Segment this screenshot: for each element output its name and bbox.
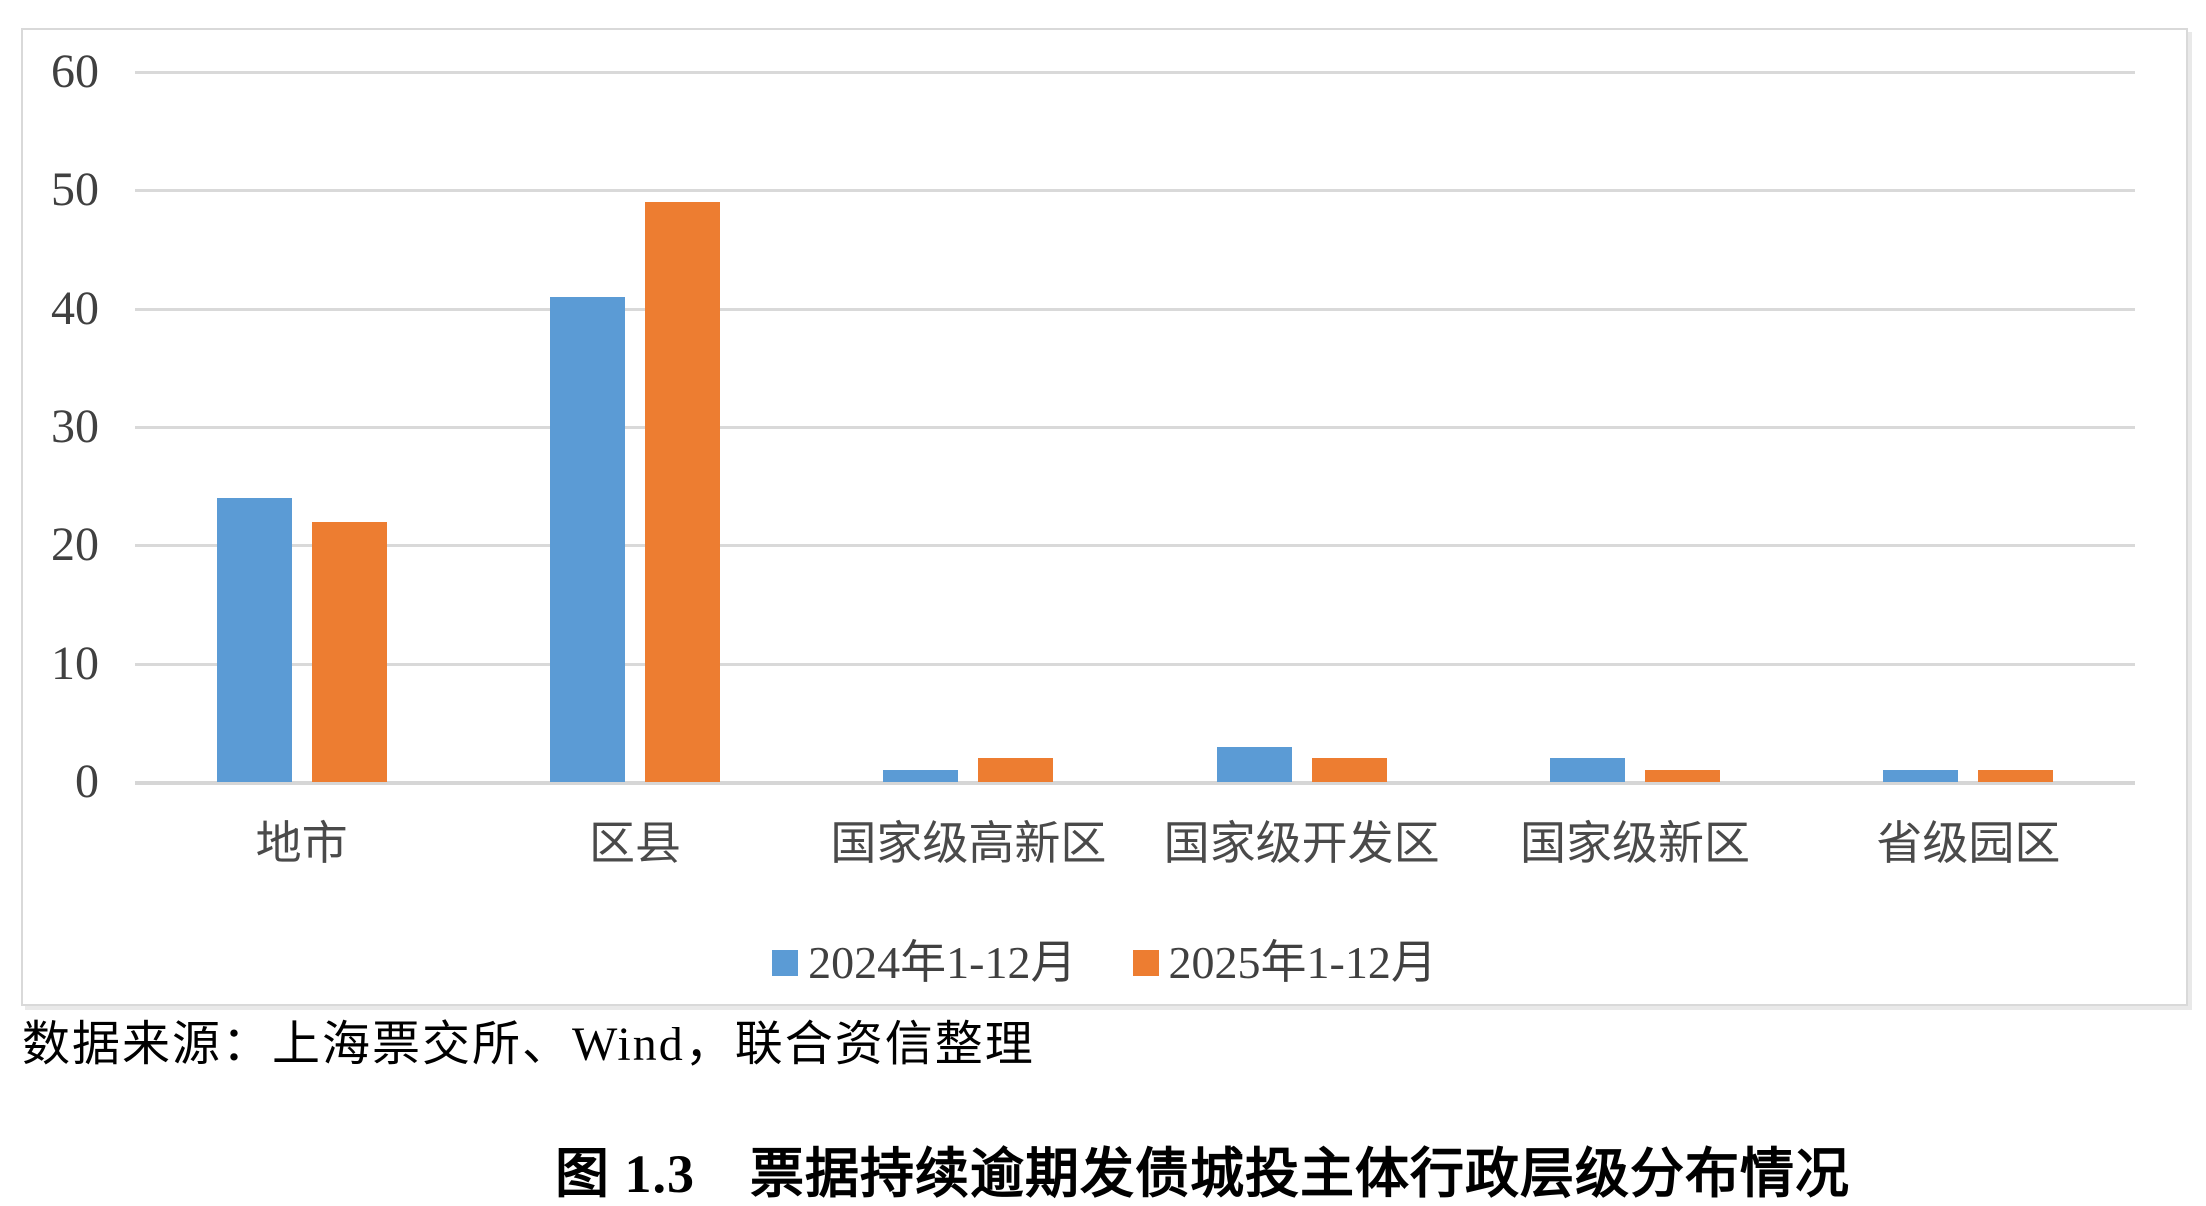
gridline-0 — [135, 781, 2135, 785]
bar-series1-cat0 — [311, 521, 387, 782]
bar-series0-cat0 — [216, 498, 292, 782]
gridline-60 — [135, 71, 2135, 74]
gridline-10 — [135, 662, 2135, 666]
legend-item-1: 2025年1-12月 — [1132, 928, 1437, 998]
y-tick-label-50: 50 — [51, 163, 99, 217]
legend-label-1: 2025年1-12月 — [1168, 937, 1437, 988]
source-note: 数据来源：上海票交所、Wind，联合资信整理 — [22, 1018, 1035, 1071]
y-tick-label-30: 30 — [51, 400, 99, 453]
bar-series1-cat3 — [1311, 758, 1387, 782]
legend-swatch-icon — [772, 950, 799, 976]
x-category-label-0: 地市 — [255, 818, 348, 869]
bar-series0-cat1 — [550, 296, 625, 782]
x-category-label-3: 国家级开发区 — [1163, 818, 1440, 869]
bar-series0-cat3 — [1216, 746, 1292, 782]
y-tick-label-60: 60 — [51, 45, 99, 98]
gridline-20 — [135, 544, 2135, 548]
y-tick-label-20: 20 — [51, 518, 99, 572]
figure-caption: 图 1.3 票据持续逾期发债城投主体行政层级分布情况 — [555, 1144, 1850, 1204]
y-tick-label-0: 0 — [75, 755, 99, 808]
gridline-50 — [135, 189, 2135, 193]
gridline-30 — [135, 426, 2135, 429]
legend-item-0: 2024年1-12月 — [772, 928, 1077, 998]
bar-series0-cat5 — [1883, 770, 1959, 782]
x-category-label-4: 国家级新区 — [1519, 818, 1750, 869]
bar-series1-cat1 — [645, 202, 720, 782]
chart-frame: 2024年1-12月 2025年1-12月 0 10 20 30 40 50 60 地市 区县 国家… — [21, 28, 2188, 1006]
bar-series1-cat4 — [1645, 770, 1720, 782]
legend-swatch-icon — [1132, 950, 1159, 976]
gridline-40 — [135, 307, 2135, 311]
legend-label-0: 2024年1-12月 — [808, 937, 1077, 988]
x-category-label-1: 区县 — [588, 818, 681, 869]
bar-series1-cat2 — [978, 758, 1054, 782]
bar-series1-cat5 — [1978, 770, 2054, 782]
x-category-label-2: 国家级高新区 — [830, 818, 1107, 869]
x-category-label-5: 省级园区 — [1876, 818, 2061, 869]
chart-legend: 2024年1-12月 2025年1-12月 — [23, 928, 2186, 998]
y-tick-label-40: 40 — [51, 281, 99, 335]
bar-series0-cat4 — [1550, 758, 1625, 782]
bar-series0-cat2 — [883, 770, 959, 782]
y-tick-label-10: 10 — [51, 636, 99, 690]
